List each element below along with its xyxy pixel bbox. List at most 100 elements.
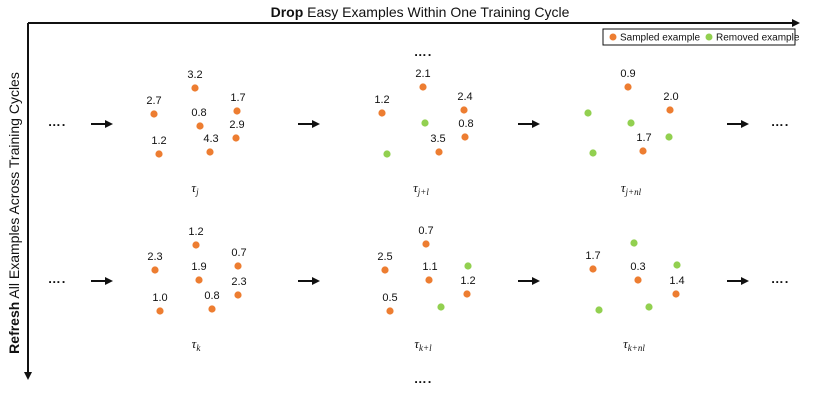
legend-removed-label: Removed example <box>716 33 800 44</box>
sampled-example-dot <box>191 84 199 92</box>
legend-box <box>602 28 796 46</box>
example-loss-label: 2.0 <box>663 91 678 103</box>
cycle-step-subscript: k+l <box>419 343 432 353</box>
row-2-ellipsis-end: …. <box>771 271 790 286</box>
cycle-step-subscript: j <box>195 187 199 197</box>
sampled-example-dot <box>425 276 433 284</box>
sampled-example-dot <box>151 266 159 274</box>
sampled-example-dot <box>460 106 468 114</box>
cycle-step-label: τj <box>191 180 199 197</box>
example-loss-label: 4.3 <box>203 133 218 145</box>
sampled-example-dot <box>634 276 642 284</box>
example-loss-label: 0.3 <box>630 261 645 273</box>
sampled-example-dot <box>589 265 597 273</box>
cycle-step-subscript: j+nl <box>625 187 642 197</box>
removed-example-dot <box>464 262 472 270</box>
cycle-step-label: τj+nl <box>621 180 642 197</box>
example-loss-label: 0.8 <box>458 118 473 130</box>
sampled-example-dot <box>150 110 158 118</box>
cluster-row1-step1: 3.2 2.7 1.7 0.8 2.9 4.3 1.2 τj <box>146 69 245 197</box>
removed-example-dot <box>383 150 391 158</box>
cluster-row2-step3: 1.7 0.3 1.4 τk+nl <box>585 239 685 353</box>
example-loss-label: 1.2 <box>151 135 166 147</box>
cycle-step-subscript: k <box>196 343 201 353</box>
cycle-step-symbol: τ <box>621 180 627 195</box>
removed-example-dot <box>630 239 638 247</box>
example-loss-label: 0.7 <box>231 247 246 259</box>
sampled-example-dot <box>624 83 632 91</box>
example-loss-label: 1.2 <box>188 226 203 238</box>
example-loss-label: 1.4 <box>669 275 684 287</box>
cycle-step-label: τk+nl <box>623 336 645 353</box>
cycle-step-label: τk <box>192 336 202 353</box>
removed-example-dot <box>421 119 429 127</box>
removed-example-dot <box>627 119 635 127</box>
example-loss-label: 0.8 <box>191 107 206 119</box>
sampled-example-dot <box>672 290 680 298</box>
cluster-row2-step1: 1.2 2.3 0.7 1.9 2.3 0.8 1.0 τk <box>147 226 246 353</box>
example-loss-label: 3.5 <box>430 133 445 145</box>
sampled-example-dot <box>192 241 200 249</box>
top-axis-title-bold: Drop <box>271 4 304 20</box>
example-loss-label: 2.3 <box>147 251 162 263</box>
sampled-example-dot <box>206 148 214 156</box>
cycle-step-subscript: j+l <box>417 187 430 197</box>
removed-example-dot <box>584 109 592 117</box>
row-1-ellipsis-start: …. <box>48 114 67 129</box>
example-loss-label: 0.5 <box>382 292 397 304</box>
row-1-flow: …. …. <box>48 114 790 129</box>
top-axis-title-rest: Easy Examples Within One Training Cycle <box>303 4 569 20</box>
sampled-example-dot <box>156 307 164 315</box>
example-loss-label: 1.1 <box>422 261 437 273</box>
sampled-example-dot <box>234 291 242 299</box>
example-loss-label: 2.5 <box>377 251 392 263</box>
ellipsis-top: …. <box>414 44 433 59</box>
sampled-example-dot <box>435 148 443 156</box>
example-loss-label: 1.7 <box>230 92 245 104</box>
removed-example-dot <box>595 306 603 314</box>
sampled-example-dot <box>155 150 163 158</box>
example-loss-label: 1.2 <box>460 275 475 287</box>
cycle-step-label: τj+l <box>413 180 429 197</box>
example-loss-label: 0.7 <box>418 225 433 237</box>
removed-example-dot <box>673 261 681 269</box>
left-axis-title: Refresh All Examples Across Training Cyc… <box>6 72 22 354</box>
sampled-example-dot <box>422 240 430 248</box>
sampled-example-dot <box>378 109 386 117</box>
row-2-flow: …. …. <box>48 271 790 286</box>
sampled-example-dot <box>196 122 204 130</box>
sampled-example-dot <box>666 106 674 114</box>
removed-example-dot <box>589 149 597 157</box>
cluster-row1-step3: 0.9 2.0 1.7 τj+nl <box>584 68 679 197</box>
sampled-example-dot <box>381 266 389 274</box>
left-axis-title-rest: All Examples Across Training Cycles <box>6 72 22 302</box>
legend-sampled-label: Sampled example <box>620 33 700 44</box>
sampled-example-dot <box>234 262 242 270</box>
sampled-example-dot <box>195 276 203 284</box>
example-loss-label: 0.9 <box>620 68 635 80</box>
example-loss-label: 2.3 <box>231 276 246 288</box>
sampled-example-dot <box>232 134 240 142</box>
legend-removed-swatch <box>705 33 713 41</box>
row-2-ellipsis-start: …. <box>48 271 67 286</box>
sampled-example-dot <box>419 83 427 91</box>
sampled-example-dot <box>461 133 469 141</box>
row-1-ellipsis-end: …. <box>771 114 790 129</box>
example-loss-label: 1.7 <box>636 132 651 144</box>
top-axis-title: Drop Easy Examples Within One Training C… <box>271 4 570 20</box>
legend-sampled-swatch <box>609 33 617 41</box>
sampled-example-dot <box>639 147 647 155</box>
example-loss-label: 2.9 <box>229 119 244 131</box>
example-loss-label: 1.7 <box>585 250 600 262</box>
example-loss-label: 2.7 <box>146 95 161 107</box>
cluster-row1-step2: 2.1 1.2 2.4 0.8 3.5 τj+l <box>374 68 473 197</box>
ellipsis-bottom: …. <box>414 371 433 386</box>
example-loss-label: 3.2 <box>187 69 202 81</box>
removed-example-dot <box>645 303 653 311</box>
example-loss-label: 0.8 <box>204 290 219 302</box>
legend: Sampled example Removed example <box>602 28 800 46</box>
sampled-example-dot <box>463 290 471 298</box>
sampled-example-dot <box>386 307 394 315</box>
